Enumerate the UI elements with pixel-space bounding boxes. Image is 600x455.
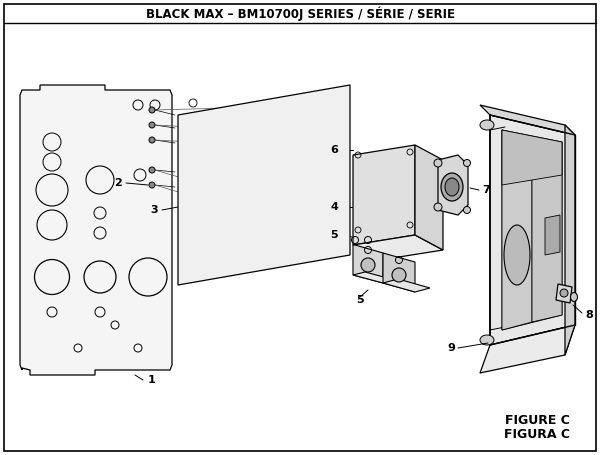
Polygon shape <box>383 253 415 292</box>
Polygon shape <box>556 284 572 303</box>
Ellipse shape <box>328 150 348 170</box>
Ellipse shape <box>149 182 155 188</box>
Ellipse shape <box>480 335 494 345</box>
Ellipse shape <box>464 160 470 167</box>
Text: 8: 8 <box>585 310 593 320</box>
Ellipse shape <box>441 173 463 201</box>
Text: 3: 3 <box>151 205 158 215</box>
Polygon shape <box>502 130 562 185</box>
Polygon shape <box>502 130 562 330</box>
Text: FIGURE C: FIGURE C <box>505 414 570 426</box>
Polygon shape <box>480 105 575 135</box>
Ellipse shape <box>560 289 568 297</box>
Polygon shape <box>565 125 575 355</box>
Ellipse shape <box>149 137 155 143</box>
Ellipse shape <box>228 155 268 195</box>
Ellipse shape <box>434 159 442 167</box>
Text: 1: 1 <box>148 375 156 385</box>
Ellipse shape <box>571 293 577 302</box>
Ellipse shape <box>445 178 459 196</box>
Polygon shape <box>353 245 383 283</box>
Ellipse shape <box>149 107 155 113</box>
Ellipse shape <box>361 258 375 272</box>
Text: 7: 7 <box>482 185 490 195</box>
Ellipse shape <box>149 122 155 128</box>
Ellipse shape <box>231 213 265 247</box>
Ellipse shape <box>274 114 286 126</box>
Text: 5: 5 <box>356 295 364 305</box>
Polygon shape <box>502 130 532 330</box>
Text: 6: 6 <box>330 145 338 155</box>
Text: BLACK MAX – BM10700J SERIES / SÉRIE / SERIE: BLACK MAX – BM10700J SERIES / SÉRIE / SE… <box>146 7 455 21</box>
Ellipse shape <box>149 167 155 173</box>
Polygon shape <box>383 279 430 292</box>
Polygon shape <box>415 145 443 250</box>
Polygon shape <box>545 215 560 255</box>
Ellipse shape <box>285 154 321 190</box>
Ellipse shape <box>392 268 406 282</box>
Polygon shape <box>480 325 575 373</box>
Polygon shape <box>438 155 468 215</box>
Polygon shape <box>490 115 575 345</box>
Polygon shape <box>532 140 562 322</box>
Text: 4: 4 <box>330 202 338 212</box>
Ellipse shape <box>293 213 307 227</box>
Ellipse shape <box>464 207 470 213</box>
Polygon shape <box>353 145 415 245</box>
Polygon shape <box>20 85 172 375</box>
Polygon shape <box>178 85 350 285</box>
Text: 2: 2 <box>114 178 122 188</box>
Text: 9: 9 <box>447 343 455 353</box>
Ellipse shape <box>293 193 307 207</box>
Polygon shape <box>353 272 395 283</box>
Text: FIGURA C: FIGURA C <box>504 429 570 441</box>
Polygon shape <box>353 235 443 260</box>
Ellipse shape <box>480 120 494 130</box>
Ellipse shape <box>434 203 442 211</box>
Ellipse shape <box>504 225 530 285</box>
Text: 5: 5 <box>331 230 338 240</box>
